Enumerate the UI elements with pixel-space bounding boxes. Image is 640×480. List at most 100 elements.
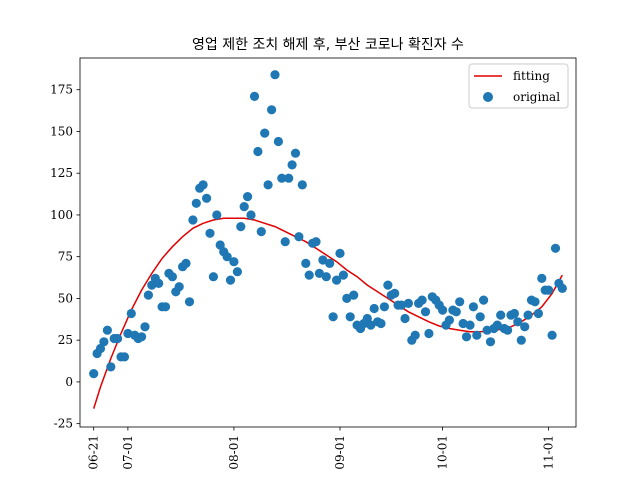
- data-point: [314, 268, 324, 278]
- fitting-line: [92, 217, 563, 409]
- data-point: [267, 105, 277, 115]
- data-point: [225, 275, 236, 285]
- y-tick-label: -25: [54, 417, 73, 431]
- data-point: [126, 308, 136, 319]
- data-point: [349, 290, 359, 300]
- data-point: [376, 318, 386, 329]
- data-point: [451, 307, 461, 317]
- data-point: [479, 295, 489, 305]
- data-point: [455, 297, 465, 307]
- data-point: [191, 198, 201, 208]
- data-point: [537, 273, 547, 283]
- data-point: [290, 148, 301, 158]
- data-point: [496, 310, 506, 320]
- data-point: [321, 272, 331, 282]
- data-point: [263, 180, 273, 190]
- x-tick-label: 09-01: [333, 435, 347, 470]
- data-point: [212, 210, 222, 220]
- y-tick-label: 75: [58, 250, 73, 264]
- y-axis: -25 0 25 50 75 100 125 150 175: [50, 83, 80, 431]
- plot-frame: [79, 57, 577, 428]
- legend-original-label: original: [513, 90, 560, 104]
- data-point: [184, 297, 195, 307]
- data-point: [530, 297, 540, 307]
- data-point: [390, 288, 400, 298]
- legend-box: [468, 63, 569, 109]
- data-point: [232, 267, 242, 277]
- data-point: [202, 193, 212, 203]
- data-point: [294, 232, 304, 242]
- data-point: [205, 228, 215, 238]
- data-point: [89, 369, 99, 379]
- data-point: [461, 332, 472, 342]
- data-point: [160, 302, 171, 312]
- data-point: [229, 257, 239, 267]
- y-tick-label: 0: [65, 375, 73, 389]
- x-tick-label: 07-01: [121, 435, 135, 470]
- data-point: [239, 202, 249, 212]
- x-axis: 06-21 07-01 08-01 09-01 10-01 11-01: [87, 427, 556, 470]
- data-point: [301, 258, 311, 268]
- data-point: [417, 295, 427, 305]
- data-point: [516, 335, 526, 345]
- data-point: [523, 310, 533, 320]
- data-point: [140, 322, 150, 332]
- data-point: [550, 243, 561, 253]
- data-point: [342, 293, 352, 303]
- data-point: [270, 70, 280, 80]
- data-point: [143, 290, 153, 300]
- legend-original-swatch: [483, 92, 493, 102]
- data-point: [509, 308, 519, 319]
- data-point: [318, 255, 328, 265]
- data-point: [174, 282, 184, 292]
- y-tick-label: 50: [58, 291, 73, 305]
- data-point: [379, 302, 389, 312]
- y-tick-label: 100: [50, 208, 73, 222]
- data-point: [304, 270, 314, 280]
- data-point: [119, 352, 130, 362]
- data-point: [332, 275, 342, 285]
- data-point: [99, 337, 109, 347]
- data-point: [181, 258, 191, 268]
- data-point: [424, 328, 434, 339]
- data-point: [284, 173, 294, 183]
- data-point: [113, 333, 123, 344]
- y-tick-label: 150: [50, 124, 73, 138]
- x-tick-label: 08-01: [227, 435, 241, 470]
- data-point: [403, 298, 413, 308]
- x-tick-label: 06-21: [87, 435, 101, 470]
- data-point: [249, 91, 260, 101]
- data-point: [167, 272, 177, 282]
- data-point: [472, 330, 482, 340]
- data-point: [465, 320, 475, 330]
- data-point: [366, 320, 376, 330]
- data-point: [222, 252, 232, 262]
- data-point: [544, 285, 554, 295]
- data-point: [198, 180, 208, 190]
- data-point: [444, 315, 454, 325]
- data-point: [492, 320, 502, 330]
- data-point: [102, 325, 112, 335]
- data-point: [410, 330, 420, 340]
- data-point: [338, 270, 348, 280]
- data-point: [280, 237, 290, 247]
- scatter-points: [89, 70, 567, 379]
- legend-fitting-label: fitting: [513, 69, 550, 83]
- data-point: [137, 332, 147, 342]
- data-point: [557, 283, 567, 293]
- data-point: [468, 302, 478, 312]
- x-tick-label: 11-01: [542, 435, 556, 470]
- data-point: [485, 337, 496, 347]
- data-point: [256, 227, 266, 237]
- data-point: [246, 210, 256, 220]
- data-point: [243, 192, 253, 202]
- data-point: [311, 237, 321, 247]
- data-point: [400, 313, 410, 324]
- data-point: [345, 312, 355, 322]
- data-point: [420, 307, 431, 317]
- data-point: [369, 303, 379, 314]
- data-point: [513, 317, 523, 327]
- data-point: [383, 280, 393, 290]
- data-point: [154, 278, 164, 288]
